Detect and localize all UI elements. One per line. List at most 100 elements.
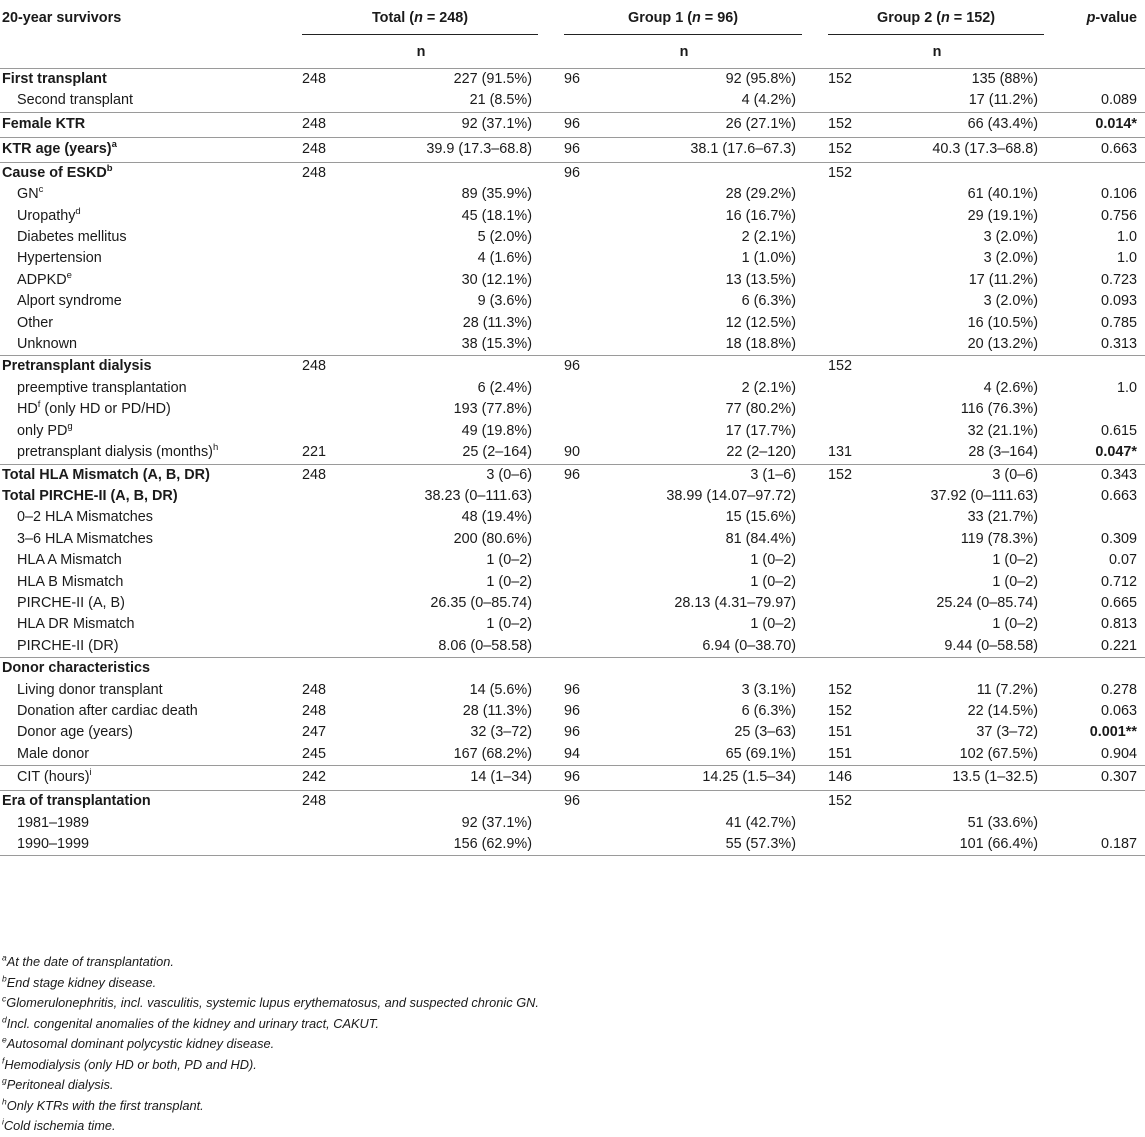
table-row: HLA A Mismatch 1 (0–2) 1 (0–2) 1 (0–2) 0.07 [0,550,1145,571]
n-cell: 152 [816,111,881,138]
pvalue-cell [1058,657,1145,680]
value-cell: 135 (88%) [880,68,1059,91]
row-label: Donor characteristics [0,657,290,680]
table-row: 0–2 HLA Mismatches 48 (19.4%) 15 (15.6%) 33… [0,507,1145,528]
value-cell: 1 (0–2) [486,616,533,633]
group2-n-label: n [816,36,1059,69]
n-cell [552,486,616,507]
pvalue-cell [1058,790,1145,813]
value-cell: 17 (11.2%) [968,92,1039,109]
value-cell [352,161,553,185]
value-cell: 1 (0–2) [486,552,533,569]
value-cell: 89 (35.9%) [461,186,533,203]
n-cell [816,227,880,248]
value-cell: 200 (80.6%) [453,530,533,547]
value-cell: 38.99 (14.07–97.72) [666,487,797,504]
n-cell [290,572,352,593]
value-cell: 3 (2.0%) [983,293,1039,310]
n-cell: 247 [302,724,327,741]
n-cell: 152 [816,463,881,486]
n-cell: 94 [564,745,581,762]
header-row: 20-year survivors Total (n = 248) Group … [0,0,1145,36]
n-cell [290,248,352,269]
table-row: Total HLA Mismatch (A, B, DR) 248 3 (0–6) 9… [0,463,1145,486]
value-cell: 32 (21.1%) [967,422,1039,439]
value-cell: 1 (0–2) [486,573,533,590]
value-cell: 37.92 (0–111.63) [930,487,1039,504]
n-cell: 96 [552,111,617,138]
value-cell: 1 (0–2) [750,573,797,590]
n-cell [552,399,616,420]
n-cell [290,507,352,528]
value-cell: 28.13 (4.31–79.97) [674,594,797,611]
value-cell: 15 (15.6%) [725,509,797,526]
n-cell: 96 [552,790,617,813]
value-cell: 13 (13.5%) [725,271,797,288]
n-cell [290,834,352,857]
n-cell [290,206,352,227]
value-cell: 49 (19.8%) [461,422,533,439]
n-cell [290,334,352,356]
value-cell: 48 (19.4%) [461,509,533,526]
value-cell: 14 (5.6%) [469,681,533,698]
n-cell [290,291,352,312]
table-row: ADPKDe 30 (12.1%) 13 (13.5%) 17 (11.2%) 0.72… [0,270,1145,291]
row-label: Second transplant [17,92,134,109]
row-label: Other [17,314,53,331]
n-cell [816,550,880,571]
value-cell: 6 (6.3%) [741,293,797,310]
row-label: Female KTR [0,111,290,138]
n-cell [816,184,880,205]
n-cell [816,378,880,399]
value-cell: 14.25 (1.5–34) [616,765,817,791]
value-cell: 30 (12.1%) [461,271,533,288]
n-cell: 96 [564,702,581,719]
value-cell: 1 (0–2) [750,552,797,569]
footnotes: aAt the date of transplantation. bEnd sta… [2,952,539,1137]
pvalue-cell [1058,355,1145,378]
row-label: pretransplant dialysis (months)h [17,442,219,461]
n-cell [552,206,616,227]
n-cell: 146 [816,765,881,791]
pvalue-cell: 0.756 [1101,207,1138,224]
pvalue-cell: 0.063 [1101,702,1138,719]
value-cell: 65 (69.1%) [725,745,797,762]
table-row: Donor characteristics [0,657,1145,680]
value-cell: 25.24 (0–85.74) [936,594,1039,611]
pvalue-cell: 0.047* [1095,444,1138,461]
value-cell: 32 (3–72) [470,724,533,741]
n-cell [816,90,880,112]
value-cell: 22 (14.5%) [967,702,1039,719]
footnote: dIncl. congenital anomalies of the kidne… [2,1014,379,1031]
n-cell [552,593,616,614]
n-cell [290,636,352,658]
table-title: 20-year survivors [2,10,122,26]
n-cell [290,270,352,291]
pvalue-cell: 1.0 [1117,229,1138,246]
n-cell [290,399,352,420]
pvalue-cell: 0.665 [1101,594,1138,611]
table-row: HDf (only HD or PD/HD) 193 (77.8%) 77 (80.… [0,399,1145,420]
pvalue-header: p-value [1086,10,1138,26]
table-row: Other 28 (11.3%) 12 (12.5%) 16 (10.5%) 0.785 [0,313,1145,334]
n-cell [290,593,352,614]
value-cell: 101 (66.4%) [880,834,1059,857]
value-cell [352,657,553,680]
row-label: ADPKDe [17,270,72,288]
n-cell: 248 [290,161,352,185]
n-cell: 96 [552,765,617,791]
group2-header: Group 2 (n = 152) [816,0,1058,36]
n-cell [816,421,880,442]
n-cell [552,529,616,550]
value-cell: 119 (78.3%) [960,530,1039,547]
table-row: Donor age (years) 247 32 (3–72) 96 25 (3–63)… [0,722,1145,743]
value-cell: 92 (95.8%) [616,68,817,91]
row-label: 1990–1999 [0,834,290,857]
footnote: bEnd stage kidney disease. [2,973,157,990]
pvalue-cell [1058,399,1145,420]
n-cell [816,614,880,635]
n-cell: 96 [552,355,617,378]
pvalue-cell: 0.663 [1101,487,1138,504]
pvalue-cell: 0.309 [1101,530,1138,547]
row-label: only PDg [17,420,73,439]
